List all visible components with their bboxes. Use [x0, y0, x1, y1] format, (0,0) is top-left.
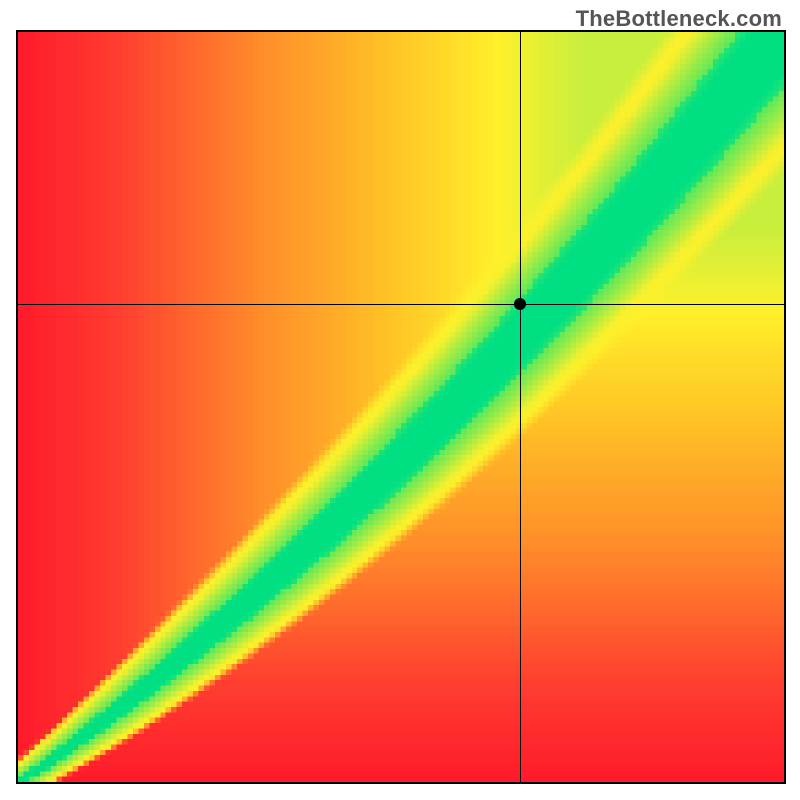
marker-dot: [514, 298, 526, 310]
crosshair-horizontal: [18, 304, 784, 305]
heatmap-plot-area: [16, 30, 786, 784]
crosshair-vertical: [520, 32, 521, 782]
chart-container: TheBottleneck.com: [0, 0, 800, 800]
heatmap-canvas: [18, 32, 784, 782]
watermark-text: TheBottleneck.com: [576, 6, 782, 32]
